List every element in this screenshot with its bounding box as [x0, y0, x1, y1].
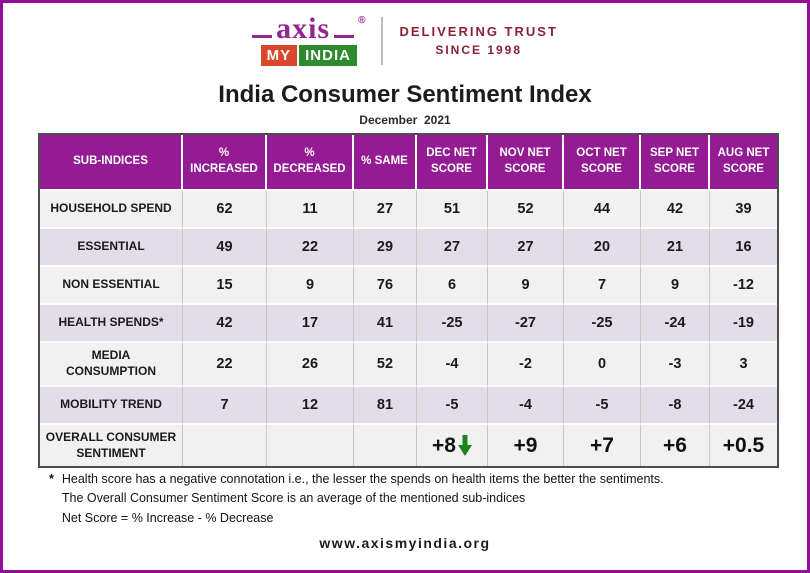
table-cell: 44 [564, 191, 641, 229]
table-cell: 49 [183, 229, 267, 267]
table-cell: 9 [641, 267, 710, 305]
overall-score-aug: +0.5 [710, 425, 777, 466]
table-cell: 20 [564, 229, 641, 267]
green-down-arrow-icon [457, 435, 472, 456]
tagline-line2: SINCE 1998 [435, 43, 523, 57]
table-cell: 42 [183, 305, 267, 343]
row-label-non-essential: NON ESSENTIAL [40, 267, 183, 305]
table-cell: 11 [267, 191, 354, 229]
column-header-pct-same: % SAME [354, 135, 417, 191]
footnotes: * Health score has a negative connotatio… [49, 471, 664, 526]
footnote-line-3: Net Score = % Increase - % Decrease [61, 510, 274, 525]
row-label-media-consumption: MEDIA CONSUMPTION [40, 343, 183, 387]
table-cell: 7 [183, 387, 267, 425]
table-cell: 27 [417, 229, 488, 267]
table-cell: -25 [564, 305, 641, 343]
row-label-mobility-trend: MOBILITY TREND [40, 387, 183, 425]
logo-divider [381, 16, 384, 65]
column-header-sep-net-score: SEP NET SCORE [641, 135, 710, 191]
table-cell: 9 [267, 267, 354, 305]
logo-wordmark: axis ® MY INDIA [252, 12, 366, 66]
table-cell: -19 [710, 305, 777, 343]
table-cell: 41 [354, 305, 417, 343]
table-cell: -12 [710, 267, 777, 305]
table-cell: -24 [641, 305, 710, 343]
table-cell: 22 [267, 229, 354, 267]
footnote-asterisk: * [49, 472, 54, 486]
overall-score-sep: +6 [641, 425, 710, 466]
column-header-aug-net-score: AUG NET SCORE [710, 135, 777, 191]
table-cell: -24 [710, 387, 777, 425]
table-cell: 15 [183, 267, 267, 305]
my-block: MY [260, 45, 298, 66]
column-header-oct-net-score: OCT NET SCORE [564, 135, 641, 191]
table-cell: 81 [354, 387, 417, 425]
table-cell: 17 [267, 305, 354, 343]
table-cell: -2 [488, 343, 564, 387]
table-cell: 52 [354, 343, 417, 387]
table-cell: -3 [641, 343, 710, 387]
table-cell: 9 [488, 267, 564, 305]
column-header-nov-net-score: NOV NET SCORE [488, 135, 564, 191]
table-cell: -8 [641, 387, 710, 425]
column-header-pct-decreased: % DECREASED [267, 135, 354, 191]
table-cell: -5 [564, 387, 641, 425]
table-cell: 76 [354, 267, 417, 305]
tagline-line1: DELIVERING TRUST [399, 24, 558, 39]
column-header-dec-net-score: DEC NET SCORE [417, 135, 488, 191]
table-cell: -25 [417, 305, 488, 343]
table-cell: 26 [267, 343, 354, 387]
logo-underline-right [334, 35, 355, 38]
table-cell: -5 [417, 387, 488, 425]
table-cell: 42 [641, 191, 710, 229]
table-cell: 29 [354, 229, 417, 267]
footnote-lines: Health score has a negative connotation … [62, 471, 664, 526]
overall-score-dec: +8 [417, 425, 488, 466]
table-cell: 52 [488, 191, 564, 229]
table-cell: 62 [183, 191, 267, 229]
page-title: India Consumer Sentiment Index [218, 81, 592, 108]
logo-tagline: DELIVERING TRUST SINCE 1998 [399, 24, 557, 57]
empty-cell [267, 425, 354, 466]
row-label-essential: ESSENTIAL [40, 229, 183, 267]
row-label-health-spends: HEALTH SPENDS* [40, 305, 183, 343]
page-subtitle: December 2021 [359, 113, 451, 127]
table-cell: 0 [564, 343, 641, 387]
empty-cell [183, 425, 267, 466]
table-cell: 51 [417, 191, 488, 229]
overall-score-dec-value: +8 [432, 433, 456, 457]
axis-wordmark: axis ® [252, 12, 366, 45]
table-cell: 3 [710, 343, 777, 387]
table-cell: 27 [488, 229, 564, 267]
footnote-line-2: The Overall Consumer Sentiment Score is … [61, 491, 526, 506]
table-cell: -4 [417, 343, 488, 387]
table-cell: 6 [417, 267, 488, 305]
table-cell: 16 [710, 229, 777, 267]
column-header-pct-increased: % INCREASED [183, 135, 267, 191]
overall-score-nov: +9 [488, 425, 564, 466]
sentiment-index-table: SUB-INDICES % INCREASED % DECREASED % SA… [38, 133, 779, 468]
overall-score-oct: +7 [564, 425, 641, 466]
footnote-line-1: Health score has a negative connotation … [61, 472, 664, 486]
logo-underline-left [252, 35, 273, 38]
column-header-sub-indices: SUB-INDICES [40, 135, 183, 191]
table-cell: -27 [488, 305, 564, 343]
table-cell: 21 [641, 229, 710, 267]
table-cell: 7 [564, 267, 641, 305]
table-cell: 27 [354, 191, 417, 229]
my-india-blocks: MY INDIA [260, 45, 357, 66]
axis-logo-text: axis [276, 12, 331, 45]
table-cell: -4 [488, 387, 564, 425]
table-cell: 39 [710, 191, 777, 229]
row-label-household-spend: HOUSEHOLD SPEND [40, 191, 183, 229]
india-block: INDIA [299, 45, 357, 66]
empty-cell [354, 425, 417, 466]
axis-my-india-logo: axis ® MY INDIA DELIVERING TRUST SINCE 1… [3, 12, 807, 66]
table-cell: 22 [183, 343, 267, 387]
registered-trademark-icon: ® [358, 15, 366, 26]
website-url: www.axismyindia.org [319, 535, 491, 551]
row-label-overall-consumer-sentiment: OVERALL CONSUMER SENTIMENT [40, 425, 183, 466]
table-cell: 12 [267, 387, 354, 425]
